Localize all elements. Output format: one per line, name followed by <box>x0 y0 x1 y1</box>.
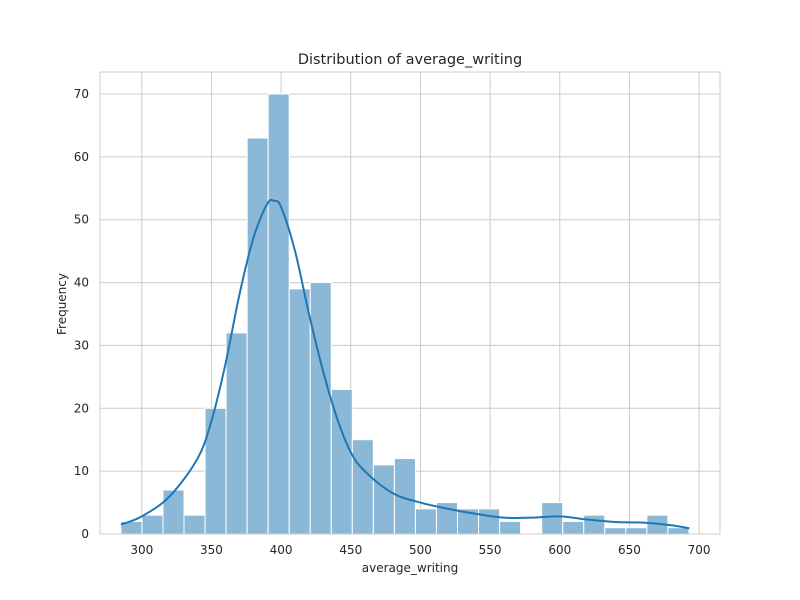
y-tick-label: 10 <box>74 464 89 478</box>
histogram-bar <box>141 514 164 535</box>
histogram-bar <box>372 464 395 535</box>
histogram-bar <box>478 508 501 535</box>
histogram-bar <box>583 514 606 535</box>
x-tick-label: 450 <box>339 543 362 557</box>
histogram-bar <box>562 520 585 535</box>
y-axis-label: Frequency <box>55 273 69 335</box>
y-tick-labels: 0 10 20 30 40 50 60 70 <box>74 87 89 541</box>
histogram-bar <box>351 439 374 535</box>
x-axis-label: average_writing <box>362 561 458 575</box>
y-tick-label: 30 <box>74 338 89 352</box>
y-tick-label: 60 <box>74 150 89 164</box>
x-tick-label: 300 <box>130 543 153 557</box>
plot-frame <box>99 71 721 535</box>
histogram-bar <box>288 288 311 535</box>
kde-curve-group <box>120 198 690 530</box>
kde-curve <box>120 198 690 530</box>
x-tick-label: 400 <box>270 543 293 557</box>
x-tick-label: 350 <box>200 543 223 557</box>
histogram-bar <box>604 527 627 535</box>
chart-title: Distribution of average_writing <box>298 52 522 68</box>
y-tick-label: 0 <box>81 527 89 541</box>
y-tick-label: 50 <box>74 213 89 227</box>
histogram-bars <box>120 93 690 535</box>
x-tick-label: 500 <box>409 543 432 557</box>
histogram-bar <box>625 527 648 535</box>
y-tick-label: 70 <box>74 87 89 101</box>
histogram-bar <box>225 332 248 535</box>
histogram-bar <box>246 137 269 535</box>
x-tick-label: 550 <box>479 543 502 557</box>
y-tick-label: 20 <box>74 401 89 415</box>
y-tick-label: 40 <box>74 276 89 290</box>
histogram-bar <box>267 93 290 535</box>
histogram-bar <box>414 508 437 535</box>
x-tick-label: 600 <box>548 543 571 557</box>
x-tick-label: 650 <box>618 543 641 557</box>
histogram-bar <box>183 514 206 535</box>
histogram-bar <box>162 489 185 535</box>
grid-lines <box>100 72 720 535</box>
x-tick-labels: 300 350 400 450 500 550 600 650 700 <box>130 543 710 557</box>
histogram-bar <box>499 520 522 535</box>
histogram-bar <box>204 407 227 535</box>
histogram-bar <box>541 502 564 535</box>
histogram-bar <box>309 282 332 535</box>
x-tick-label: 700 <box>688 543 711 557</box>
